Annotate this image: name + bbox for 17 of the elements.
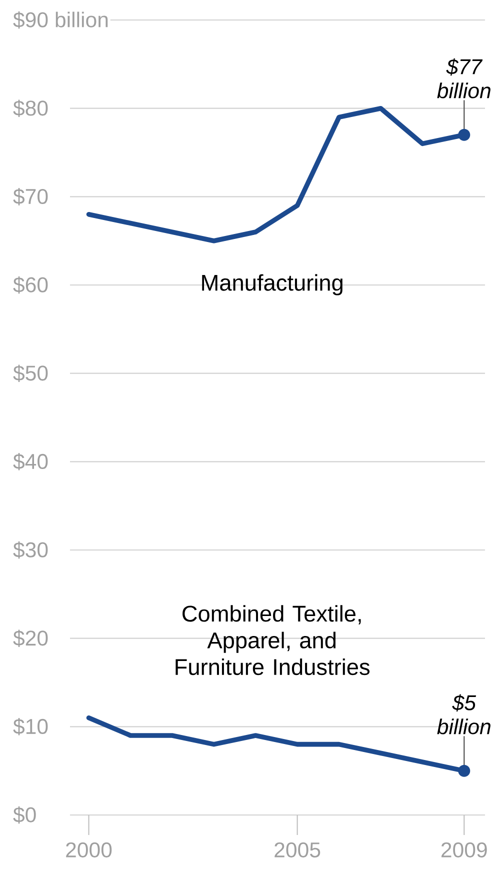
y-tick-label: $40 <box>13 453 48 470</box>
y-tick-label: $60 <box>13 276 48 294</box>
annotation: $5 billion <box>437 694 490 734</box>
y-tick-label: $70 <box>13 188 48 206</box>
y-tick-label: $10 <box>13 718 48 736</box>
y-tick-label: $50 <box>13 364 48 382</box>
series-label: Manufacturing <box>202 274 342 296</box>
y-tick-label: $0 <box>13 806 36 824</box>
y-tick-label: $30 <box>13 541 48 559</box>
text: Combined Textile, Apparel, and Furniture Industries <box>176 605 370 676</box>
x-tick-label: 2005 <box>274 842 320 858</box>
x-tick-label: 2009 <box>441 842 487 858</box>
annotation: $77 billion <box>437 58 490 98</box>
y-tick-label: $80 <box>13 100 48 117</box>
y-tick-label: $20 <box>13 630 48 647</box>
x-tick-label: 2000 <box>66 842 112 858</box>
y-tick-label: $90 billion <box>13 11 108 29</box>
